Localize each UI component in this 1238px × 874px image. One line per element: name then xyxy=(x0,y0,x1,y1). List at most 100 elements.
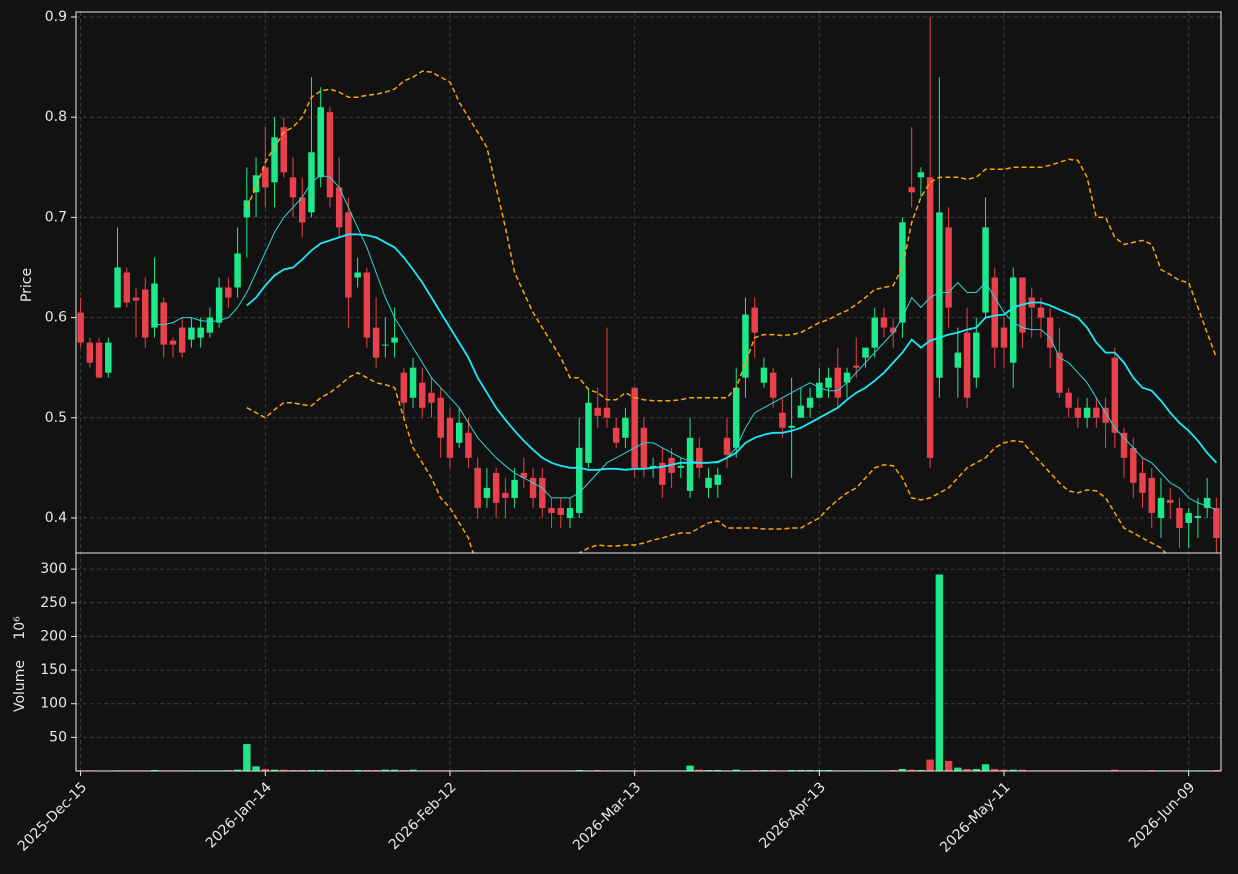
volume-bar xyxy=(750,769,759,771)
volume-tick-label: 200 xyxy=(40,628,67,644)
candle-body xyxy=(769,372,777,398)
candle-body xyxy=(1213,507,1220,538)
volume-bar xyxy=(972,768,980,771)
candle-body xyxy=(169,340,177,345)
candle-body xyxy=(1148,477,1155,513)
candle-body xyxy=(1203,497,1211,508)
volume-bar xyxy=(981,764,990,771)
candle-body xyxy=(317,107,324,178)
volume-bar xyxy=(1212,769,1221,771)
volume-tick-label: 100 xyxy=(40,696,67,712)
candle-body xyxy=(649,465,657,468)
volume-bar xyxy=(732,769,740,771)
candle-body xyxy=(954,352,962,368)
candle-body xyxy=(742,314,749,378)
volume-bar xyxy=(1018,769,1027,771)
volume-bar xyxy=(326,769,334,771)
candle-body xyxy=(206,317,214,333)
candle-body xyxy=(197,327,204,338)
candle-body xyxy=(696,447,703,468)
candle-body xyxy=(1093,407,1100,418)
y-axis-label: Price xyxy=(19,268,35,302)
volume-bar xyxy=(917,769,925,771)
volume-bar xyxy=(224,769,233,771)
candle-body xyxy=(86,342,94,363)
candle-body xyxy=(465,432,472,458)
candle-body xyxy=(899,222,906,323)
candle-body xyxy=(548,507,555,513)
candle-body xyxy=(797,405,805,418)
candle-body xyxy=(95,342,103,378)
volume-bar xyxy=(797,769,805,771)
candle-body xyxy=(834,367,842,398)
candle-body xyxy=(686,437,694,491)
candle-body xyxy=(1065,392,1072,408)
candle-body xyxy=(612,427,620,443)
candle-body xyxy=(889,327,897,333)
candle-body xyxy=(1166,499,1174,503)
candle-body xyxy=(1083,407,1091,418)
candle-body xyxy=(945,227,952,308)
candle-body xyxy=(123,272,131,303)
candle-body xyxy=(631,387,638,468)
candle-body xyxy=(806,397,814,408)
candle-body xyxy=(880,317,888,328)
candle-body xyxy=(1046,317,1054,348)
volume-bar xyxy=(409,769,417,771)
y-tick-label: 0.9 xyxy=(45,9,67,25)
volume-tick-label: 150 xyxy=(40,662,67,678)
candle-body xyxy=(132,297,140,301)
volume-bar xyxy=(907,769,916,771)
volume-bar xyxy=(769,769,777,771)
candle-body xyxy=(492,472,500,503)
candle-body xyxy=(151,283,158,328)
candle-body xyxy=(142,289,149,338)
candle-body xyxy=(335,187,343,228)
volume-bar xyxy=(243,744,251,771)
grid xyxy=(76,12,1221,771)
candle-body xyxy=(973,332,980,378)
candle-body xyxy=(188,327,195,340)
volume-bar xyxy=(335,769,343,771)
candle-body xyxy=(105,342,112,373)
volume-bar xyxy=(1111,769,1119,771)
candle-body xyxy=(640,427,648,468)
volume-bar xyxy=(686,765,694,771)
volume-bar xyxy=(400,769,408,771)
volume-bar xyxy=(298,769,306,771)
candle-body xyxy=(557,507,565,515)
candle-body xyxy=(419,382,426,408)
candle-body xyxy=(280,127,287,173)
candle-body xyxy=(409,367,417,398)
candle-body xyxy=(455,422,463,443)
candle-body xyxy=(382,344,389,346)
volume-bar xyxy=(372,769,380,771)
candle-body xyxy=(723,437,731,455)
volume-bar xyxy=(963,768,971,771)
candle-body xyxy=(1194,515,1202,518)
candle-body xyxy=(926,177,934,458)
candle-body xyxy=(234,253,241,288)
candle-body xyxy=(566,507,574,518)
candle-body xyxy=(363,272,371,338)
candle-body xyxy=(871,317,878,348)
volume-bar xyxy=(280,769,288,771)
volume-multiplier: 10⁶ xyxy=(12,616,28,640)
candle-body xyxy=(215,287,223,323)
y-tick-label: 0.6 xyxy=(45,310,67,326)
candle-body xyxy=(825,377,832,388)
candle-body xyxy=(908,187,915,193)
candle-body xyxy=(483,487,491,498)
candle-body xyxy=(853,365,860,368)
volume-bar xyxy=(150,769,159,771)
candle-body xyxy=(178,327,186,353)
volume-bar xyxy=(390,769,399,771)
candle-body xyxy=(502,492,509,498)
volume-bar xyxy=(575,769,583,771)
candle-body xyxy=(816,382,823,398)
volume-tick-label: 300 xyxy=(40,561,67,577)
candle-body xyxy=(714,474,721,485)
indicator-line xyxy=(154,174,1217,511)
candle-body xyxy=(1120,432,1128,458)
